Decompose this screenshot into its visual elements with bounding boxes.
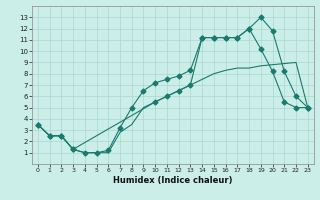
X-axis label: Humidex (Indice chaleur): Humidex (Indice chaleur) xyxy=(113,176,233,185)
